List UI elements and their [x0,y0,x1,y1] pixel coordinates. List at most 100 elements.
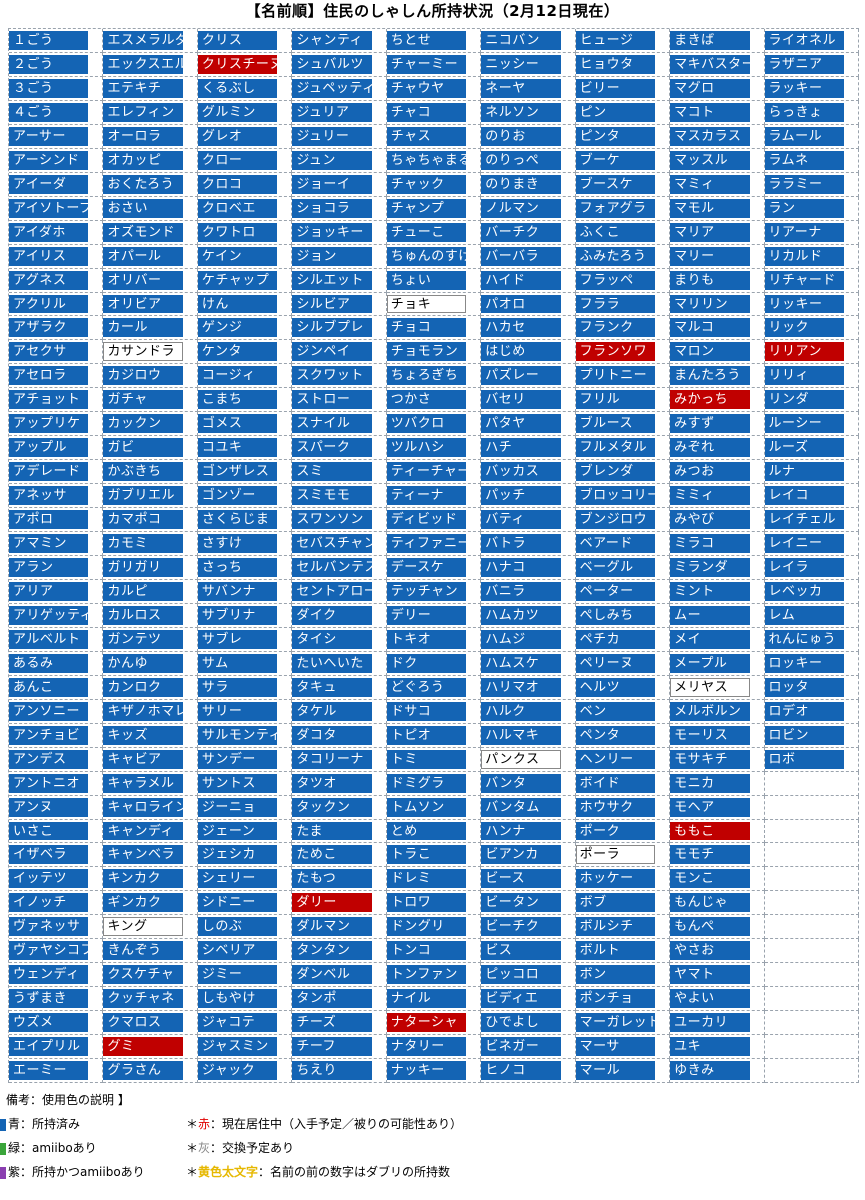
cell-fill [575,965,656,985]
villager-name: どぐろう [390,679,445,695]
villager-name: カックン [107,416,162,432]
villager-name: アリゲッティ [13,607,94,623]
villager-cell: フリル [575,388,671,413]
cell-fill [197,150,278,170]
villager-cell: ジャック [197,1059,293,1083]
villager-cell: ラムネ [764,148,859,173]
villager-name: ケンタ [201,344,242,360]
cell-fill [764,462,844,482]
cell-fill [292,605,372,625]
villager-name: ラムール [768,128,823,144]
cell-fill [386,773,467,793]
cell-fill [670,102,750,122]
villager-cell: パンクス [481,747,576,772]
cell-fill [292,174,372,194]
cell-fill [292,941,372,961]
villager-name: メルボルン [674,703,742,719]
villager-name: ボイド [579,775,621,791]
cell-fill [481,917,561,937]
villager-cell: クロベエ [197,196,293,221]
villager-cell: アセクサ [9,340,104,365]
villager-name: メリヤス [674,679,729,695]
cell-fill [103,78,183,98]
villager-name: オリビア [107,296,162,312]
villager-name: マコト [674,104,715,120]
villager-name: まんたろう [674,368,741,384]
villager-name: ジャック [201,1063,256,1079]
cell-fill [292,773,372,793]
villager-cell: シベリア [197,939,293,964]
villager-cell: ユーカリ [670,1011,765,1036]
villager-cell: チーズ [292,1011,387,1036]
villager-name: シェリー [201,871,256,887]
villager-cell: アンデス [9,747,104,772]
cell-fill [197,222,278,242]
cell-fill [764,629,844,649]
cell-fill [9,869,89,889]
cell-fill [481,989,561,1009]
villager-cell: ユキ [670,1035,765,1060]
villager-name: ハムジ [485,631,526,647]
cell-fill [292,1013,372,1033]
villager-name: かんゆ [107,655,148,671]
villager-cell: バセリ [481,388,576,413]
cell-fill [103,605,183,625]
villager-cell: アンチョビ [9,723,104,748]
villager-name: ジョン [296,248,337,264]
villager-name: ブースケ [579,176,634,192]
cell-fill [9,558,89,577]
cell-fill [292,725,372,745]
villager-name: キャビア [107,751,162,767]
cell-fill [386,222,467,242]
cell-fill [386,965,467,985]
cell-fill [386,414,467,434]
villager-cell: バニラ [481,579,576,604]
villager-name: バンタム [485,799,540,815]
cell-fill [575,701,656,721]
villager-cell: ちえり [292,1059,387,1083]
villager-name: サラ [201,679,229,695]
villager-name: ヘルツ [579,679,621,695]
villager-name: セルバンテス [296,560,378,575]
villager-name: ポンチョ [579,991,634,1007]
cell-fill [197,701,278,721]
villager-name: やよい [674,991,715,1007]
cell-fill [197,534,278,553]
villager-name: バッカス [485,464,540,480]
villager-cell: おさい [103,196,198,221]
cell-fill [9,1013,89,1033]
empty-cell [764,987,859,1012]
cell-fill [292,78,372,98]
villager-name: サブリナ [201,607,256,623]
villager-name: エックスエル [107,56,189,72]
villager-cell: トミ [386,747,482,772]
cell-fill [575,869,656,889]
villager-cell: スクワット [292,364,387,389]
cell-fill [575,54,656,74]
villager-name: シュバルツ [296,56,364,72]
villager-name: シャンティ [296,33,364,48]
villager-name: みやび [674,512,715,528]
villager-cell: グルミン [197,100,293,125]
cell-fill [197,677,278,697]
cell-fill [386,390,467,410]
villager-cell: モンこ [670,867,765,892]
villager-cell: アントニオ [9,771,104,796]
villager-name: トキオ [390,631,432,647]
villager-cell: マスカラス [670,124,765,149]
villager-cell: まりも [670,268,765,293]
villager-name: アンチョビ [13,727,80,743]
villager-cell: セントアロー [292,579,387,604]
cell-fill [292,54,372,74]
villager-name: タコリーナ [296,751,364,767]
villager-cell: チャンプ [386,196,482,221]
cell-fill [481,629,561,649]
cell-fill [9,581,89,601]
villager-cell: カモミ [103,532,198,556]
villager-name: テッチャン [390,583,459,599]
villager-name: フランソワ [579,344,648,360]
villager-cell: ボイド [575,771,671,796]
villager-name: レイチェル [768,512,837,528]
cell-fill [292,989,372,1009]
cell-fill [765,798,844,817]
